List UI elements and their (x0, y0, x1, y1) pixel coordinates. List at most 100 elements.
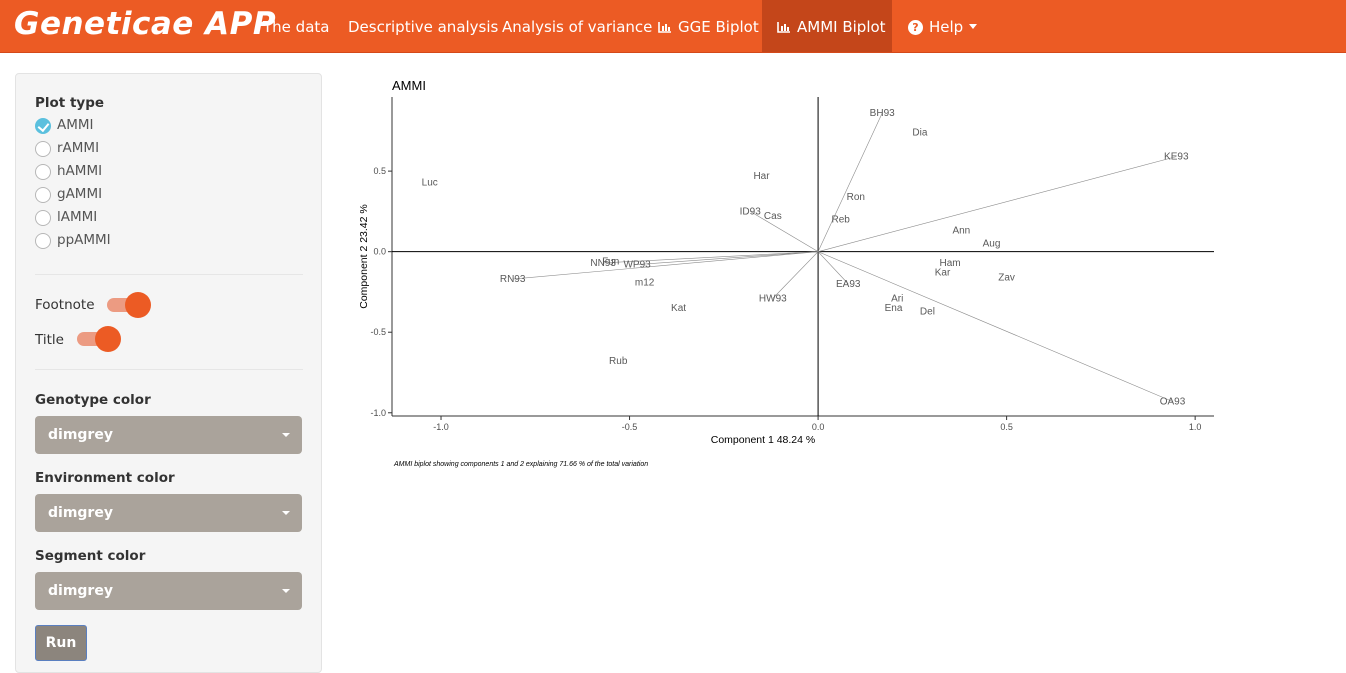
radio-unchecked-icon (35, 187, 51, 203)
environment-label: ID93 (740, 206, 762, 217)
x-tick-label: 1.0 (1189, 422, 1202, 432)
genotype-label: Reb (832, 214, 851, 225)
plot-type-label: Plot type (35, 95, 105, 111)
nav-descriptive-analysis[interactable]: Descriptive analysis (348, 18, 499, 36)
ammi-biplot: AMMI -1.0 -0.5 0.0 0.5 1.0 -1.0 -0.5 0.0 0.5 Compo… (350, 70, 1230, 480)
radio-unchecked-icon (35, 233, 51, 249)
divider (35, 274, 303, 275)
x-tick-label: 0.5 (1000, 422, 1013, 432)
y-tick-label: -1.0 (370, 408, 386, 418)
x-axis-label: Component 1 48.24 % (711, 434, 816, 446)
nav-analysis-of-variance[interactable]: Analysis of variance (502, 18, 653, 36)
nav-gge-biplot-label: GGE Biplot (678, 18, 759, 36)
footnote-label: Footnote (35, 297, 95, 313)
divider (35, 369, 303, 370)
radio-label: rAMMI (57, 140, 100, 156)
environment-color-value: dimgrey (48, 505, 113, 521)
genotype-label: Kar (935, 268, 951, 279)
nav-help-dropdown[interactable]: ? Help (893, 0, 992, 52)
environment-label: KE93 (1164, 152, 1189, 163)
chart-footnote: AMMI biplot showing components 1 and 2 e… (393, 461, 648, 468)
nav-help-label: Help (929, 18, 964, 36)
nav-ammi-biplot[interactable]: AMMI Biplot (762, 0, 892, 52)
environment-segment (512, 251, 819, 280)
genotype-label: Kat (671, 303, 686, 314)
segment-color-select[interactable]: dimgrey (35, 572, 302, 610)
y-tick-label: 0.0 (373, 247, 386, 257)
question-circle-icon: ? (908, 20, 923, 35)
genotype-label: Ena (885, 303, 903, 314)
environment-label: WP93 (623, 260, 651, 271)
genotype-color-select[interactable]: dimgrey (35, 416, 302, 454)
environment-color-select[interactable]: dimgrey (35, 494, 302, 532)
radio-unchecked-icon (35, 141, 51, 157)
environment-segment (603, 251, 819, 264)
chart-title: AMMI (392, 78, 426, 93)
genotype-label: Dia (912, 127, 927, 138)
genotype-label: Luc (422, 177, 438, 188)
radio-label: hAMMI (57, 163, 103, 179)
genotype-label: Ann (952, 226, 970, 237)
x-tick-label: -1.0 (433, 422, 449, 432)
environment-label: BH93 (870, 108, 895, 119)
toggle-knob (125, 292, 151, 318)
radio-unchecked-icon (35, 164, 51, 180)
environment-segment (637, 251, 819, 265)
genotype-label: Rub (609, 356, 628, 367)
environment-label: OA93 (1160, 397, 1186, 408)
caret-down-icon (282, 511, 290, 515)
navbar: Geneticae APP The data Descriptive analy… (0, 0, 1346, 53)
environment-segment (818, 156, 1177, 252)
title-label: Title (35, 332, 64, 348)
environment-label: HW93 (759, 293, 787, 304)
environment-segment (772, 251, 819, 299)
toggle-knob (95, 326, 121, 352)
app-brand[interactable]: Geneticae APP (14, 6, 277, 42)
environment-label: RN93 (500, 274, 526, 285)
genotype-label: Del (920, 306, 935, 317)
x-tick-label: -0.5 (622, 422, 638, 432)
genotype-label: Fun (602, 256, 619, 267)
y-tick-label: 0.5 (373, 166, 386, 176)
y-axis-label: Component 2 23.42 % (358, 204, 370, 309)
environment-label: EA93 (836, 279, 861, 290)
genotype-label: Ham (939, 258, 960, 269)
nav-the-data[interactable]: The data (263, 18, 330, 36)
environment-segment (817, 251, 1173, 402)
bar-chart-icon (658, 22, 671, 33)
radio-checked-icon (35, 118, 51, 134)
genotype-color-label: Genotype color (35, 392, 151, 408)
genotype-label: Zav (998, 272, 1015, 283)
genotype-label: m12 (635, 277, 655, 288)
genotype-color-value: dimgrey (48, 427, 113, 443)
genotype-label: Ron (847, 192, 865, 203)
sidebar-panel: Plot type AMMI rAMMI hAMMI gAMMI lAMMI p… (15, 73, 322, 673)
caret-down-icon (282, 433, 290, 437)
environment-segment (817, 112, 883, 252)
footnote-toggle[interactable] (107, 292, 151, 318)
radio-unchecked-icon (35, 210, 51, 226)
caret-down-icon (969, 24, 978, 29)
nav-ammi-biplot-label: AMMI Biplot (797, 18, 886, 36)
radio-label: gAMMI (57, 186, 103, 202)
ammi-biplot-svg: AMMI -1.0 -0.5 0.0 0.5 1.0 -1.0 -0.5 0.0 0.5 Compo… (358, 78, 1214, 468)
environment-label: NN93 (590, 258, 616, 269)
genotype-label: Cas (764, 211, 782, 222)
y-tick-label: -0.5 (370, 327, 386, 337)
run-button[interactable]: Run (35, 625, 87, 661)
radio-label: lAMMI (57, 209, 98, 225)
genotype-label: Har (753, 171, 770, 182)
environment-segment (750, 211, 819, 252)
genotype-label: Ari (891, 293, 903, 304)
radio-label: AMMI (57, 117, 94, 133)
environment-segment (817, 251, 849, 285)
nav-gge-biplot[interactable]: GGE Biplot (643, 0, 774, 52)
title-toggle[interactable] (77, 326, 121, 352)
segment-color-label: Segment color (35, 548, 146, 564)
segment-color-value: dimgrey (48, 583, 113, 599)
caret-down-icon (282, 589, 290, 593)
genotype-label: Aug (983, 239, 1001, 250)
environment-color-label: Environment color (35, 470, 175, 486)
radio-label: ppAMMI (57, 232, 111, 248)
x-tick-label: 0.0 (812, 422, 825, 432)
